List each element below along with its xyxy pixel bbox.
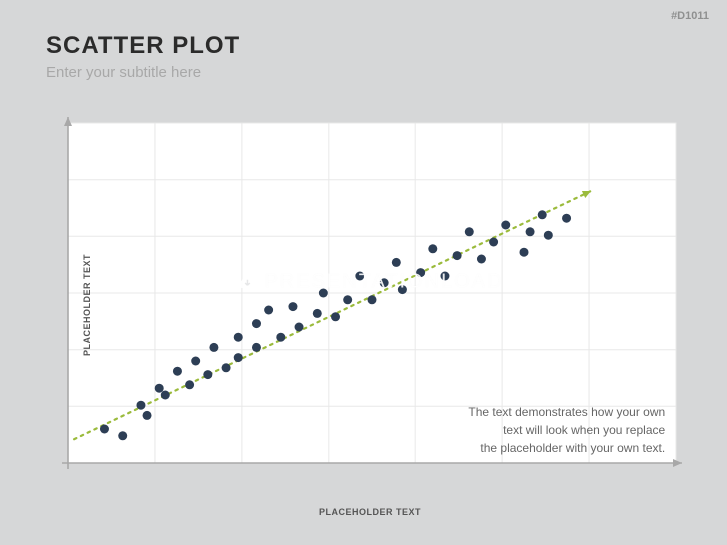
scatter-chart: PLACEHOLDER TEXT PLACEHOLDER TEXT PRESEN… [56, 115, 684, 495]
chart-annotation[interactable]: The text demonstrates how your owntext w… [405, 403, 665, 457]
page-subtitle[interactable]: Enter your subtitle here [46, 64, 240, 81]
x-axis-label: PLACEHOLDER TEXT [319, 507, 421, 517]
template-id: #D1011 [671, 10, 709, 22]
page-title: SCATTER PLOT [46, 32, 240, 60]
header: SCATTER PLOT Enter your subtitle here [46, 32, 240, 81]
y-axis-label: PLACEHOLDER TEXT [82, 254, 92, 356]
